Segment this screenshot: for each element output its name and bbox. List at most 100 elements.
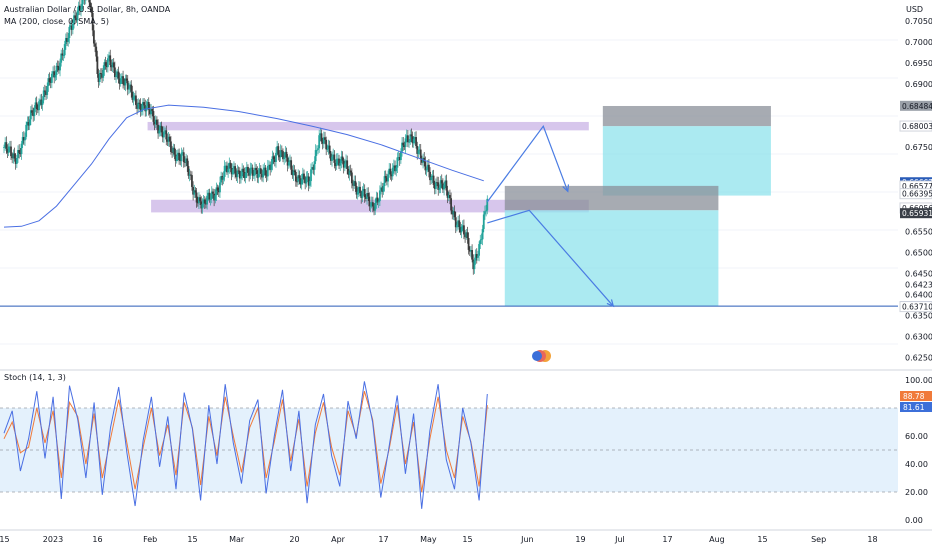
candle-body: [200, 201, 203, 209]
candle-body: [468, 249, 471, 252]
price-label-badge: [900, 208, 932, 219]
candle-body: [47, 78, 50, 86]
candle-body: [456, 224, 458, 228]
candle-body: [419, 149, 422, 160]
time-axis[interactable]: 15 2023 16 Feb 15 Mar 20 Apr 17 May 15 Jun 19 Jul 17 Au…: [0, 535, 878, 544]
candle-body: [170, 141, 172, 152]
candle-body: [247, 166, 249, 173]
candle-body: [389, 168, 392, 175]
candle-body: [370, 202, 373, 206]
candle-body: [241, 168, 244, 177]
candle-body: [228, 162, 231, 170]
candle-body: [322, 137, 325, 144]
candles: [3, 0, 489, 275]
price-label-value: 0.66395: [902, 190, 932, 199]
stoch-k-line: [3, 381, 488, 509]
candle-body: [329, 153, 332, 161]
candle-body: [338, 158, 340, 166]
candle-body: [90, 6, 93, 13]
candle-body: [301, 173, 304, 180]
candle-body: [291, 169, 294, 176]
candle-body: [50, 73, 53, 83]
symbol-title: Australian Dollar / U.S. Dollar, 8h, OAN…: [4, 5, 171, 14]
candle-body: [256, 170, 259, 178]
candle-body: [374, 202, 377, 211]
candle-body: [138, 102, 141, 104]
candle-body: [290, 160, 293, 170]
candle-body: [377, 201, 380, 203]
candle-body: [66, 37, 68, 42]
candle-body: [12, 153, 15, 159]
candle-body: [368, 196, 371, 207]
candle-body: [233, 166, 235, 170]
candle-body: [342, 160, 345, 168]
candle-body: [117, 71, 120, 79]
candle-body: [292, 170, 295, 176]
stoch-tick-label: 20.00: [905, 488, 928, 497]
short-stop-box: [504, 185, 719, 211]
time-tick-label: Feb: [143, 535, 157, 544]
candle-body: [271, 156, 274, 165]
long-target-box: [602, 126, 771, 196]
candle-body: [222, 176, 225, 180]
price-label-badge: [899, 120, 932, 132]
logo-icon: [532, 351, 542, 361]
time-tick-label: Mar: [229, 535, 245, 544]
candle-body: [339, 163, 342, 166]
candle-body: [454, 217, 457, 228]
candle-body: [149, 109, 151, 115]
candle-body: [41, 100, 44, 105]
replay-badge[interactable]: [532, 350, 551, 362]
candle-body: [297, 175, 300, 182]
candle-body: [8, 146, 11, 148]
candle-body: [255, 167, 258, 171]
candle-body: [366, 192, 368, 199]
candle-body: [347, 168, 350, 175]
candle-body: [36, 109, 39, 111]
price-label-badge: [899, 301, 932, 313]
candle-body: [265, 175, 268, 177]
stoch-d-badge: [900, 402, 932, 412]
candle-body: [179, 160, 182, 162]
candle-body: [105, 65, 108, 68]
candle-body: [186, 158, 189, 167]
candle-body: [320, 133, 323, 142]
candle-body: [429, 171, 431, 181]
candle-body: [466, 232, 469, 239]
candle-body: [364, 197, 367, 199]
candle-body: [203, 199, 206, 204]
candle-body: [102, 70, 105, 78]
candle-body: [245, 166, 248, 173]
candle-body: [447, 195, 450, 198]
currency-label: USD: [906, 5, 923, 14]
candle-body: [174, 154, 177, 161]
candle-body: [270, 164, 273, 170]
candle-body: [373, 206, 375, 211]
candle-body: [452, 211, 455, 215]
candle-body: [437, 182, 440, 190]
candle-body: [4, 142, 7, 148]
candle-body: [224, 165, 227, 167]
candle-body: [139, 103, 142, 112]
candle-body: [431, 175, 434, 178]
time-tick-label: Jul: [614, 535, 625, 544]
candle-body: [98, 72, 101, 83]
candle-body: [81, 0, 84, 10]
candle-body: [199, 197, 202, 202]
candle-body: [130, 84, 133, 92]
candle-body: [205, 203, 207, 205]
candle-body: [458, 220, 461, 228]
time-tick-label: 16: [92, 535, 102, 544]
candle-body: [334, 162, 337, 166]
candle-body: [394, 165, 396, 172]
time-tick-label: Jun: [520, 535, 534, 544]
candle-body: [305, 177, 308, 184]
candle-body: [42, 90, 45, 101]
candle-body: [52, 71, 54, 74]
price-label-value: 0.65931: [902, 209, 932, 218]
candle-body: [401, 142, 403, 152]
